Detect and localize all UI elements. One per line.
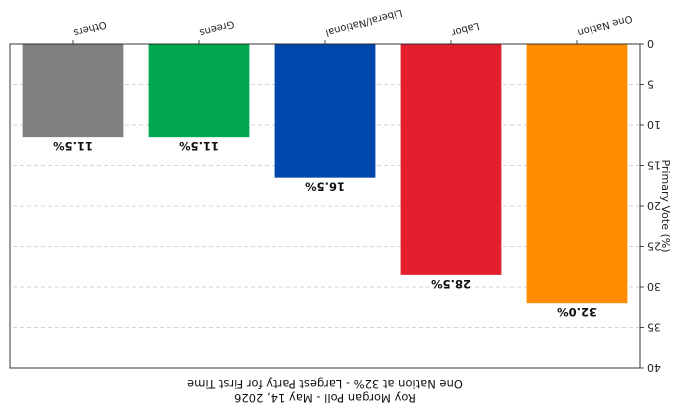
x-tick-label: Others <box>72 18 107 37</box>
x-tick-label: Greens <box>198 18 235 38</box>
y-axis-label: Primary Vote (%) <box>659 159 672 252</box>
bars <box>22 44 628 304</box>
y-tick-label: 10 <box>647 118 661 131</box>
x-tick-label: Labor <box>449 20 480 38</box>
y-axis-title: Primary Vote (%) <box>659 159 672 252</box>
bar-others <box>22 44 124 138</box>
y-tick-label: 30 <box>647 280 661 293</box>
y-axis: 0 5 10 15 20 25 30 35 40 <box>640 37 661 374</box>
y-tick-label: 5 <box>647 78 654 91</box>
bar-value-label: 11.5% <box>179 139 219 153</box>
bar-value-label: 28.5% <box>431 277 471 291</box>
bar-value-label: 11.5% <box>53 139 93 153</box>
bar-value-label: 32.0% <box>557 305 597 319</box>
bar-one-nation <box>526 44 628 304</box>
y-tick-label: 0 <box>647 37 654 50</box>
y-tick-label: 35 <box>647 321 661 334</box>
chart-title-line: One Nation at 32% - Largest Party for Fi… <box>187 377 463 391</box>
bar-value-label: 16.5% <box>305 180 345 194</box>
chart-title-line: Roy Morgan Poll - May 14, 2026 <box>234 391 416 405</box>
x-tick-label: One Nation <box>576 13 633 38</box>
y-tick-label: 40 <box>647 361 661 374</box>
value-labels: 32.0% 28.5% 16.5% 11.5% 11.5% <box>53 139 597 319</box>
x-axis: One Nation Labor Liberal/National Greens Oth… <box>72 7 633 44</box>
y-tick-label: 25 <box>647 240 661 253</box>
bar-labor <box>400 44 502 275</box>
y-tick-label: 20 <box>647 199 661 212</box>
bar-liberal-national <box>274 44 376 178</box>
y-tick-label: 15 <box>647 159 661 172</box>
x-tick-label: Liberal/National <box>324 7 403 38</box>
bar-greens <box>148 44 250 138</box>
